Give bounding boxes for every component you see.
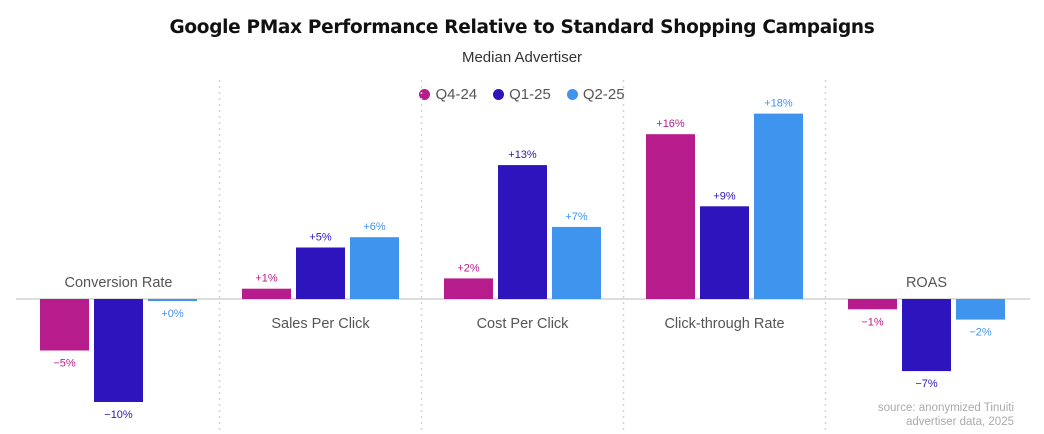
data-label: −7% <box>915 378 938 390</box>
source-note: source: anonymized Tinuiti advertiser da… <box>878 401 1014 429</box>
legend-dot-icon <box>566 89 578 100</box>
bar-q4-24 <box>444 278 493 299</box>
legend-dot-icon <box>493 89 505 100</box>
category-label: Cost Per Click <box>477 316 570 332</box>
legend-dot-icon <box>419 89 431 100</box>
data-label: +9% <box>713 190 736 202</box>
data-label: −1% <box>861 316 884 328</box>
data-label: −2% <box>969 327 992 339</box>
legend-label: Q1-25 <box>509 86 551 103</box>
bar-q1-25 <box>902 299 951 372</box>
data-label: −10% <box>104 409 133 421</box>
bar-q4-24 <box>242 288 291 299</box>
bar-q2-25 <box>552 226 601 299</box>
data-label: +5% <box>309 232 332 244</box>
bar-q1-25 <box>94 299 143 402</box>
bar-q4-24 <box>848 299 897 310</box>
data-label: +2% <box>457 262 480 274</box>
chart-title: Google PMax Performance Relative to Stan… <box>169 17 875 38</box>
bar-q2-25 <box>754 113 803 299</box>
data-label: +16% <box>656 118 685 130</box>
category-label: ROAS <box>906 275 947 291</box>
legend-item-q2-25[interactable]: Q2-25 <box>566 86 625 103</box>
data-label: +0% <box>161 308 184 320</box>
data-label: +1% <box>255 273 278 285</box>
source-line: source: anonymized Tinuiti <box>877 402 1014 414</box>
bar-q1-25 <box>296 247 345 299</box>
source-line: advertiser data, 2025 <box>905 416 1014 428</box>
bar-q1-25 <box>700 206 749 299</box>
chart-subtitle: Median Advertiser <box>461 49 583 66</box>
data-label: +7% <box>565 211 588 223</box>
bar-q4-24 <box>646 134 695 299</box>
category-label: Click-through Rate <box>664 316 784 332</box>
bar-q4-24 <box>40 299 89 351</box>
legend-item-q1-25[interactable]: Q1-25 <box>493 86 551 103</box>
category-label: Conversion Rate <box>65 275 173 291</box>
legend-label: Q2-25 <box>582 86 625 103</box>
bar-q2-25 <box>350 237 399 299</box>
data-label: −5% <box>53 358 76 370</box>
bar-q2-25 <box>148 299 197 301</box>
legend-label: Q4-24 <box>435 86 478 103</box>
bar-q2-25 <box>956 299 1005 320</box>
data-label: +18% <box>764 98 793 110</box>
legend: Q4-24 Q1-25 Q2-25 <box>0 86 1044 103</box>
legend-item-q4-24[interactable]: Q4-24 <box>419 86 477 103</box>
category-label: Sales Per Click <box>271 316 370 332</box>
data-label: +6% <box>363 221 386 233</box>
bar-q1-25 <box>498 165 547 299</box>
data-label: +13% <box>508 149 537 161</box>
